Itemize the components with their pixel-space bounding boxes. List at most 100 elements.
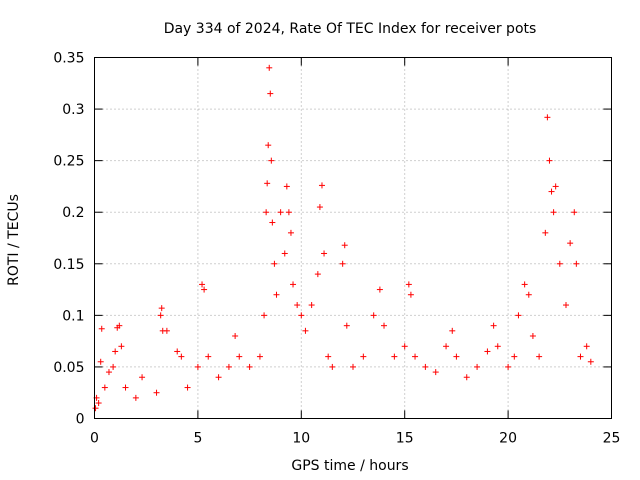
data-point — [360, 353, 367, 360]
data-point — [205, 353, 212, 360]
data-point — [232, 332, 239, 339]
data-point — [194, 363, 201, 370]
data-point — [157, 312, 164, 319]
y-tick-label: 0.15 — [53, 257, 84, 273]
x-tick-label: 20 — [499, 431, 517, 447]
y-tick-label: 0.1 — [62, 308, 84, 324]
chart-title: Day 334 of 2024, Rate Of TEC Index for r… — [164, 21, 537, 37]
y-tick-label: 0 — [76, 412, 85, 428]
data-point — [536, 353, 543, 360]
data-point — [122, 384, 129, 391]
data-point — [105, 369, 112, 376]
data-point — [97, 358, 104, 365]
data-point — [265, 142, 272, 149]
x-tick-label: 5 — [193, 431, 202, 447]
data-point — [215, 374, 222, 381]
data-point — [266, 64, 273, 71]
data-point — [271, 260, 278, 267]
data-point — [269, 219, 276, 226]
data-point — [583, 343, 590, 350]
data-point — [321, 250, 328, 257]
data-point — [264, 180, 271, 187]
data-point — [449, 327, 456, 334]
y-tick-label: 0.3 — [62, 102, 84, 118]
data-point — [573, 260, 580, 267]
data-point — [294, 302, 301, 309]
data-point — [525, 291, 532, 298]
data-point — [308, 302, 315, 309]
data-point — [505, 363, 512, 370]
data-point — [515, 312, 522, 319]
data-point — [563, 302, 570, 309]
data-point — [494, 343, 501, 350]
data-point — [407, 291, 414, 298]
y-tick-label: 0.35 — [53, 51, 84, 67]
data-point — [567, 240, 574, 247]
data-point — [391, 353, 398, 360]
data-point — [529, 332, 536, 339]
data-point — [329, 363, 336, 370]
data-point — [261, 312, 268, 319]
data-point — [453, 353, 460, 360]
data-point — [178, 353, 185, 360]
data-point — [201, 286, 208, 293]
x-tick-label: 25 — [603, 431, 621, 447]
data-point — [267, 90, 274, 97]
tick-label-layer: 0 0.05 0.1 0.15 0.2 0.25 0.3 0.35 0 5 10 15 20 25 — [53, 51, 620, 447]
data-point — [474, 363, 481, 370]
data-point — [132, 394, 139, 401]
data-point — [92, 405, 99, 412]
data-point — [412, 353, 419, 360]
data-point — [287, 229, 294, 236]
data-point — [521, 281, 528, 288]
data-point — [571, 209, 578, 216]
data-point — [405, 281, 412, 288]
data-point — [277, 209, 284, 216]
data-point — [256, 353, 263, 360]
data-point — [432, 369, 439, 376]
data-point — [325, 353, 332, 360]
data-point — [246, 363, 253, 370]
data-point — [542, 229, 549, 236]
data-point — [139, 374, 146, 381]
data-point — [158, 305, 165, 312]
data-point — [314, 271, 321, 278]
plot-frame — [94, 57, 612, 419]
y-tick-label: 0.05 — [53, 360, 84, 376]
data-point — [199, 281, 206, 288]
data-point — [401, 343, 408, 350]
data-point — [116, 322, 123, 329]
data-point — [163, 327, 170, 334]
data-point — [302, 327, 309, 334]
data-point — [281, 250, 288, 257]
data-point — [350, 363, 356, 370]
data-point — [556, 260, 563, 267]
data-point — [225, 363, 232, 370]
data-point — [341, 242, 348, 249]
data-point — [544, 114, 551, 121]
data-point — [98, 325, 105, 332]
data-point — [273, 291, 280, 298]
x-tick-label: 0 — [90, 431, 99, 447]
data-point — [490, 322, 497, 329]
data-point — [548, 188, 555, 195]
data-point — [552, 183, 559, 190]
y-axis-title: ROTI / TECUs — [6, 194, 22, 286]
data-point — [290, 281, 297, 288]
data-point — [118, 343, 125, 350]
data-point — [511, 353, 518, 360]
data-point — [343, 322, 350, 329]
points-layer — [92, 64, 594, 412]
data-point — [422, 363, 429, 370]
data-point — [101, 384, 108, 391]
data-point — [370, 312, 377, 319]
data-point — [268, 157, 275, 164]
data-point — [381, 322, 388, 329]
data-point — [463, 374, 470, 381]
data-point — [112, 348, 119, 355]
data-point — [550, 209, 557, 216]
ticks-layer — [94, 57, 612, 419]
data-point — [376, 286, 383, 293]
